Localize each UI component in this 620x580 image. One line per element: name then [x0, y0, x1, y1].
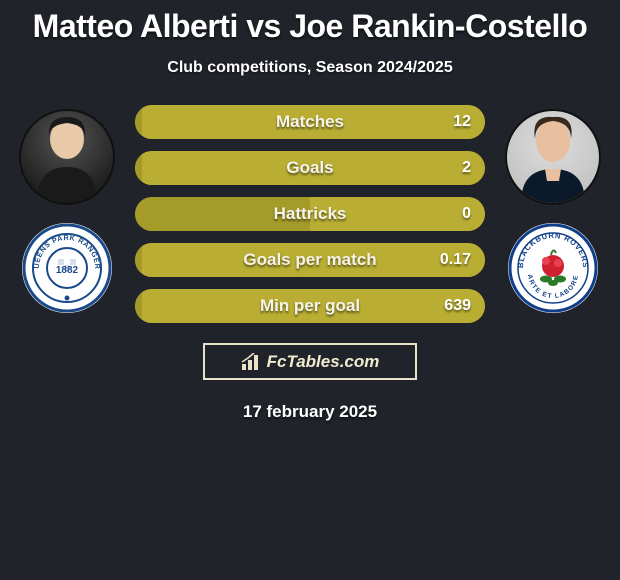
stat-label: Goals — [135, 151, 485, 185]
date-text: 17 february 2025 — [0, 402, 620, 422]
stat-bar: Goals2 — [135, 151, 485, 185]
blackburn-badge-icon: BLACKBURN ROVERS ARTE ET LABORE — [508, 223, 598, 313]
stat-label: Matches — [135, 105, 485, 139]
left-club-badge: 1882 QUEENS PARK RANGERS — [22, 223, 112, 313]
stat-value-right: 12 — [453, 105, 471, 139]
left-player-column: 1882 QUEENS PARK RANGERS — [17, 105, 117, 313]
stat-label: Min per goal — [135, 289, 485, 323]
page-title: Matteo Alberti vs Joe Rankin-Costello — [0, 8, 620, 45]
stat-value-right: 2 — [462, 151, 471, 185]
bar-chart-icon — [241, 353, 261, 371]
stat-bars: Matches12 Goals2 Hattricks0 Goals per match… — [135, 105, 485, 323]
stat-bar: Hattricks0 — [135, 197, 485, 231]
stat-label: Hattricks — [135, 197, 485, 231]
right-player-avatar — [505, 109, 601, 205]
person-silhouette-icon — [513, 111, 593, 203]
left-player-avatar — [19, 109, 115, 205]
stat-bar: Matches12 — [135, 105, 485, 139]
stat-bar: Min per goal639 — [135, 289, 485, 323]
subtitle: Club competitions, Season 2024/2025 — [0, 59, 620, 77]
person-silhouette-icon — [27, 111, 107, 203]
right-club-badge: BLACKBURN ROVERS ARTE ET LABORE — [508, 223, 598, 313]
brand-box: FcTables.com — [203, 343, 417, 380]
stat-bar: Goals per match0.17 — [135, 243, 485, 277]
brand-text: FcTables.com — [267, 352, 380, 372]
stat-value-right: 639 — [444, 289, 471, 323]
comparison-content: 1882 QUEENS PARK RANGERS Matches12 Goals2… — [0, 105, 620, 323]
stat-value-right: 0.17 — [440, 243, 471, 277]
qpr-badge-icon: 1882 QUEENS PARK RANGERS — [22, 223, 112, 313]
stat-value-right: 0 — [462, 197, 471, 231]
right-player-column: BLACKBURN ROVERS ARTE ET LABORE — [503, 105, 603, 313]
stat-label: Goals per match — [135, 243, 485, 277]
